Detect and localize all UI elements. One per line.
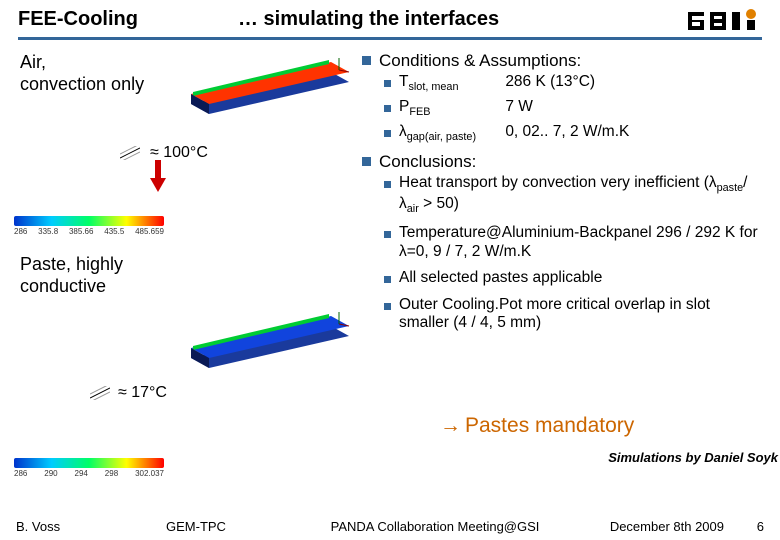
conclusion-4: Outer Cooling.Pot more critical overlap … — [384, 296, 760, 333]
footer-page: 6 — [724, 519, 764, 534]
conclusions-hdr: Conclusions: — [379, 151, 476, 172]
colorbar-1: 286 335.8 385.66 435.5 485.659 — [14, 216, 164, 236]
conditions-hdr: Conditions & Assumptions: — [379, 50, 581, 71]
bullet-icon — [384, 105, 391, 112]
hatch-icon — [120, 146, 140, 160]
gsi-logo — [688, 8, 766, 39]
mandatory-line: →Pastes mandatory — [440, 414, 634, 438]
tick: 485.659 — [135, 227, 164, 236]
arrow-right-icon: → — [440, 414, 461, 437]
slide: FEE-Cooling … simulating the interfaces … — [0, 0, 780, 540]
bullet-icon — [362, 56, 371, 65]
bullet-icon — [362, 157, 371, 166]
tick: 385.66 — [69, 227, 93, 236]
footer-panda: PANDA Collaboration Meeting@GSI — [286, 519, 584, 534]
tick: 286 — [14, 469, 27, 478]
bullet-icon — [384, 130, 391, 137]
tick: 335.8 — [38, 227, 58, 236]
tick: 286 — [14, 227, 27, 236]
sims-by: Simulations by Daniel Soyk — [608, 450, 778, 465]
body: Air, convection only ≈ 100°C 286 335 — [0, 44, 780, 172]
title-mid: … simulating the interfaces — [238, 8, 499, 31]
conditions-list: Tslot, mean 286 K (13°C) PFEB 7 W λgap(a… — [384, 73, 760, 144]
bullet-icon — [384, 181, 391, 188]
red-arrow-1 — [150, 162, 166, 192]
tick: 298 — [105, 469, 118, 478]
conclusion-2: Temperature@Aluminium-Backpanel 296 / 29… — [384, 224, 760, 261]
title-left: FEE-Cooling — [18, 8, 238, 31]
approx-100-row: ≈ 100°C — [120, 144, 208, 162]
right-column: Conditions & Assumptions: Tslot, mean 28… — [362, 50, 760, 341]
tick: 302.037 — [135, 469, 164, 478]
header-rule — [18, 37, 762, 40]
bullet-icon — [384, 303, 391, 310]
cond-pfeb: PFEB 7 W — [384, 98, 760, 119]
bullet-icon — [384, 231, 391, 238]
conclusions-list: Heat transport by convection very ineffi… — [384, 174, 760, 333]
sim-render-air — [181, 54, 351, 116]
footer-date: December 8th 2009 — [584, 519, 724, 534]
bullet-conclusions-hdr: Conclusions: — [362, 151, 760, 172]
footer: B. Voss GEM-TPC PANDA Collaboration Meet… — [0, 519, 780, 534]
cond-tslot: Tslot, mean 286 K (13°C) — [384, 73, 760, 94]
tick: 290 — [44, 469, 57, 478]
label-air: Air, convection only — [20, 52, 144, 95]
header: FEE-Cooling … simulating the interfaces — [0, 0, 780, 35]
conclusion-1: Heat transport by convection very ineffi… — [384, 174, 760, 216]
sim-render-paste — [181, 308, 351, 370]
approx-17: ≈ 17°C — [118, 384, 167, 402]
conclusion-3: All selected pastes applicable — [384, 269, 760, 288]
tick: 294 — [75, 469, 88, 478]
tick: 435.5 — [104, 227, 124, 236]
footer-gem: GEM-TPC — [166, 519, 286, 534]
footer-author: B. Voss — [16, 519, 166, 534]
approx-17-row: ≈ 17°C — [90, 384, 167, 402]
bullet-icon — [384, 80, 391, 87]
cond-lambda: λgap(air, paste) 0, 02.. 7, 2 W/m.K — [384, 123, 760, 144]
bullet-icon — [384, 276, 391, 283]
bullet-conditions-hdr: Conditions & Assumptions: — [362, 50, 760, 71]
label-paste: Paste, highly conductive — [20, 254, 123, 297]
hatch-icon — [90, 386, 110, 400]
colorbar-2: 286 290 294 298 302.037 — [14, 458, 164, 478]
